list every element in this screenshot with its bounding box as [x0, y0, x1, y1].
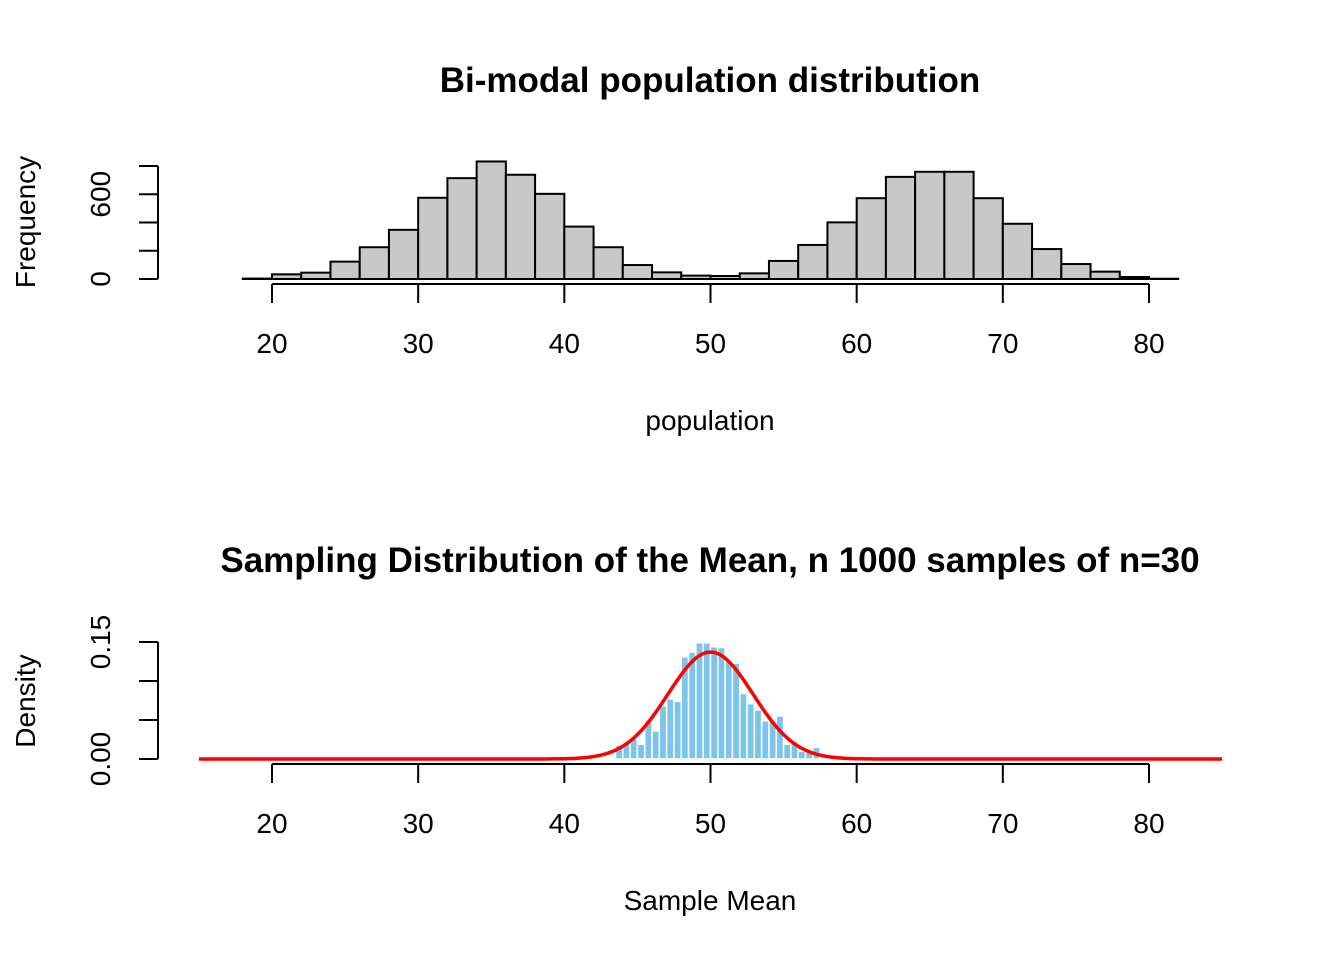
density-bar — [695, 642, 704, 760]
histogram-bar — [504, 173, 537, 281]
histogram-bar — [417, 196, 449, 280]
histogram-bar — [475, 160, 507, 280]
density-bar — [782, 743, 792, 760]
histogram-bar — [329, 260, 361, 281]
x-tick-label: 70 — [987, 328, 1018, 359]
histogram-bar — [621, 264, 654, 280]
x-tick-label: 50 — [695, 808, 726, 839]
histogram-bar — [1089, 270, 1121, 280]
histogram-bar — [914, 170, 946, 280]
density-bar — [651, 730, 661, 760]
chart-title-sampling: Sampling Distribution of the Mean, n 100… — [220, 541, 1199, 580]
histogram-bar — [855, 197, 887, 280]
histogram-bar — [1060, 263, 1092, 280]
density-bar — [797, 750, 807, 760]
density-bar — [658, 705, 668, 760]
y-tick-label: 0.15 — [85, 615, 116, 670]
x-tick-label: 80 — [1133, 328, 1164, 359]
x-tick-label: 30 — [403, 808, 434, 839]
x-tick-label: 30 — [403, 328, 434, 359]
x-tick-label: 70 — [987, 808, 1018, 839]
density-bar — [702, 642, 712, 760]
density-bar — [717, 646, 726, 760]
density-bar — [738, 692, 748, 760]
histogram-bar — [563, 225, 595, 281]
sampling-x-axis: 20 30 40 50 60 70 80 — [256, 763, 1165, 839]
histogram-bar — [767, 259, 800, 281]
histogram-bar — [826, 221, 858, 280]
density-bar — [753, 709, 763, 760]
chart-title-population: Bi-modal population distribution — [440, 61, 980, 100]
histogram-bar — [943, 170, 975, 280]
y-axis-label-density: Density — [10, 654, 41, 747]
x-tick-label: 80 — [1133, 808, 1164, 839]
density-bar — [760, 720, 770, 760]
y-axis-label-frequency: Frequency — [10, 156, 41, 288]
histogram-bar — [1031, 248, 1063, 280]
sampling-y-axis: 0.00 0.15 — [85, 615, 159, 787]
sampling-histogram: Sampling Distribution of the Mean, n 100… — [10, 541, 1223, 916]
density-bar — [673, 700, 683, 760]
population-y-axis: 0 600 — [85, 165, 159, 287]
histogram-bar — [446, 177, 478, 281]
x-axis-label-sample-mean: Sample Mean — [624, 885, 797, 916]
y-tick-label: 600 — [85, 171, 116, 218]
normal-density-curve — [198, 650, 1223, 761]
x-tick-label: 20 — [256, 808, 287, 839]
y-tick-label: 0.00 — [85, 732, 116, 787]
histogram-bar — [592, 246, 624, 280]
population-bars — [241, 160, 1180, 281]
density-bar — [665, 698, 675, 760]
density-bar — [687, 651, 697, 760]
x-tick-label: 60 — [841, 808, 872, 839]
density-bar — [775, 715, 785, 760]
histogram-bar — [387, 228, 420, 280]
density-bar — [746, 702, 756, 760]
histogram-bar — [358, 246, 390, 280]
density-bar — [731, 662, 741, 760]
x-tick-label: 50 — [695, 328, 726, 359]
y-tick-label: 0 — [85, 271, 116, 287]
x-tick-label: 20 — [256, 328, 287, 359]
histogram-bar — [884, 175, 917, 280]
density-bar — [724, 660, 734, 760]
histogram-bar — [972, 197, 1004, 280]
density-bar — [709, 645, 719, 760]
sampling-bars — [614, 642, 821, 760]
x-tick-label: 40 — [549, 328, 580, 359]
population-histogram: Bi-modal population distribution 20 30 40 5… — [10, 61, 1180, 436]
density-bar — [636, 743, 646, 760]
histogram-bar — [797, 243, 829, 281]
histogram-bar — [1001, 222, 1034, 281]
histogram-bar — [534, 192, 566, 280]
x-tick-label: 60 — [841, 328, 872, 359]
x-axis-label-population: population — [645, 405, 774, 436]
x-tick-label: 40 — [549, 808, 580, 839]
population-x-axis: 20 30 40 50 60 70 80 — [256, 283, 1165, 359]
